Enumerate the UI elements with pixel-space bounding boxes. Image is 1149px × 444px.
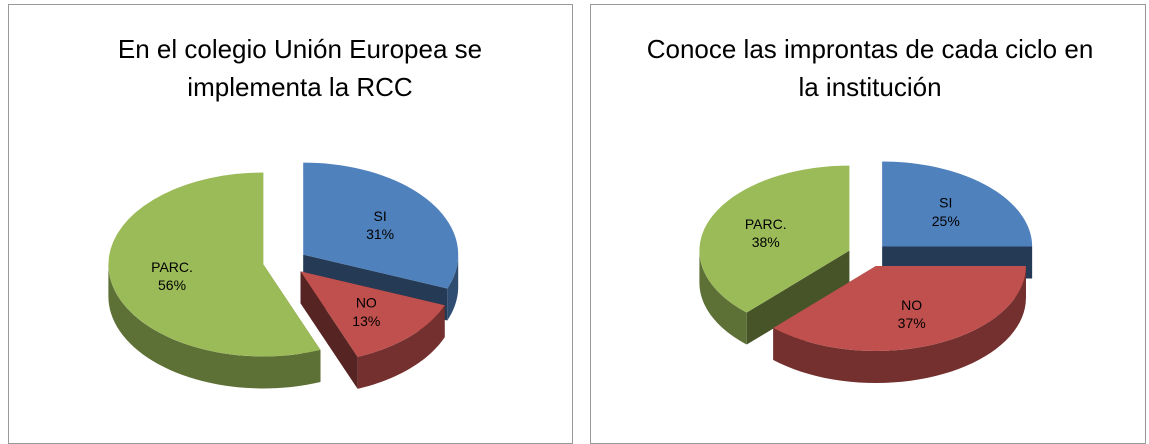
slice-side bbox=[108, 264, 321, 389]
pie-labels: SI 25% NO 37% PARC. 38% bbox=[745, 195, 960, 332]
slice-value-label: 56% bbox=[158, 277, 186, 293]
charts: SI 31% NO 13% PARC. 56% SI 25% NO 37% PARC. 38% bbox=[108, 161, 1033, 389]
slice-side bbox=[773, 266, 1026, 384]
slice-label: SI 31% bbox=[366, 208, 394, 242]
slice-face bbox=[746, 250, 850, 345]
slice-category: PARC. bbox=[745, 216, 787, 232]
slice-value-label: 38% bbox=[752, 234, 780, 250]
slice-side bbox=[699, 250, 747, 345]
pie: SI 31% NO 13% PARC. 56% bbox=[108, 162, 459, 389]
chart-title: Conoce las improntas de cada ciclo en la… bbox=[646, 34, 1094, 102]
slice-side bbox=[447, 254, 459, 321]
slice-category: NO bbox=[356, 295, 377, 311]
pie-tops bbox=[108, 162, 459, 357]
pie-labels: SI 31% NO 13% PARC. 56% bbox=[151, 208, 394, 329]
slice-category: PARC. bbox=[151, 259, 193, 275]
slice-value-label: 31% bbox=[366, 226, 394, 242]
slice-value-label: 25% bbox=[932, 213, 960, 229]
slice bbox=[773, 266, 1026, 352]
slice-label: NO 13% bbox=[352, 295, 380, 329]
slice-category: SI bbox=[373, 208, 386, 224]
slice-face bbox=[300, 271, 358, 389]
slice-label: NO 37% bbox=[898, 297, 926, 331]
slice-value-label: 13% bbox=[352, 313, 380, 329]
slice-label: PARC. 38% bbox=[745, 216, 787, 250]
pie: SI 25% NO 37% PARC. 38% bbox=[699, 161, 1033, 384]
slice-label: PARC. 56% bbox=[151, 259, 193, 293]
slice-value-label: 37% bbox=[898, 315, 926, 331]
chart-title: En el colegio Unión Europea se implement… bbox=[117, 34, 483, 102]
slice-label: SI 25% bbox=[932, 195, 960, 229]
slice-category: SI bbox=[939, 195, 952, 211]
slice-side bbox=[357, 305, 445, 389]
slice bbox=[699, 165, 850, 313]
slice bbox=[882, 161, 1033, 247]
slice-category: NO bbox=[901, 297, 922, 313]
slice bbox=[300, 271, 445, 357]
slice bbox=[303, 162, 459, 289]
pie-tops bbox=[699, 161, 1033, 352]
slice bbox=[108, 172, 321, 357]
